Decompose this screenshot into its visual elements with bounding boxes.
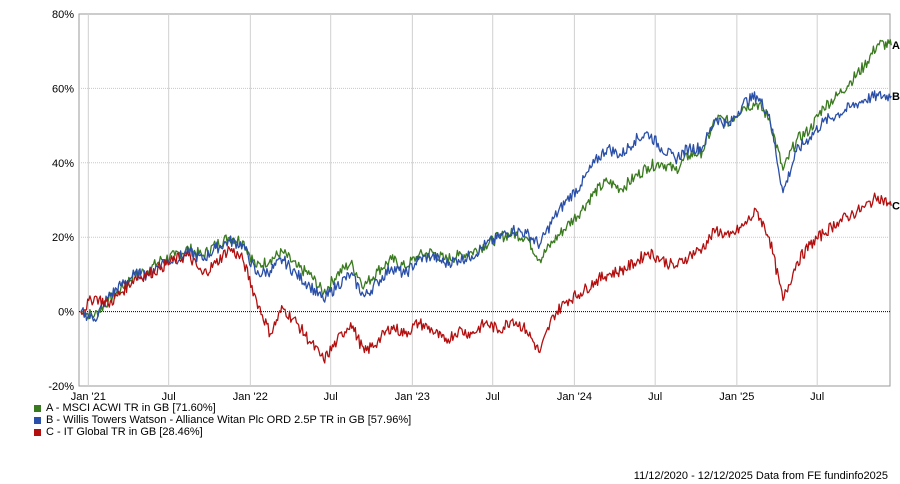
y-tick-label: 0% (58, 307, 74, 319)
x-axis-ticks: Jan '21 Jul Jan '22 Jul Jan '23 Jul Jan '24 Jul… (71, 391, 824, 400)
x-tick-label: Jan '23 (395, 391, 430, 400)
y-tick-label: 80% (52, 9, 74, 21)
legend-item-c: C - IT Global TR in GB [28.46%] (34, 426, 411, 438)
x-tick-label: Jul (648, 391, 662, 400)
y-tick-label: 40% (52, 158, 74, 170)
legend-item-a: A - MSCI ACWI TR in GB [71.60%] (34, 402, 411, 414)
x-tick-label: Jul (162, 391, 176, 400)
legend-swatch-c (34, 428, 41, 436)
x-tick-label: Jan '22 (233, 391, 268, 400)
series-lines (80, 38, 892, 364)
series-end-labels: A B C (892, 40, 900, 212)
legend-item-b: B - Willis Towers Watson - Alliance Wita… (34, 414, 411, 426)
grid (79, 14, 890, 386)
series-line-b (80, 90, 892, 322)
x-tick-label: Jul (324, 391, 338, 400)
y-tick-label: 20% (52, 232, 74, 244)
legend-label-a: A - MSCI ACWI TR in GB [71.60%] (46, 402, 216, 414)
x-tick-label: Jan '24 (557, 391, 592, 400)
legend-label-b: B - Willis Towers Watson - Alliance Wita… (46, 414, 412, 426)
footer-source-note: 11/12/2020 - 12/12/2025 Data from FE fun… (633, 470, 888, 482)
series-end-label-b: B (892, 91, 900, 103)
y-axis-ticks: 80% 60% 40% 20% 0% -20% (48, 9, 74, 393)
y-tick-label: -20% (48, 381, 74, 393)
x-tick-label: Jul (810, 391, 824, 400)
line-chart: 80%60%40%20%0%-20% Jan '21 Jul Jan '22 Jul J… (48, 9, 900, 400)
x-tick-label: Jan '25 (719, 391, 754, 400)
plot-area (78, 13, 891, 387)
legend-swatch-a (34, 404, 41, 412)
series-line-c (80, 192, 892, 364)
legend: A - MSCI ACWI TR in GB [71.60%] B - Will… (34, 402, 411, 438)
y-tick-label: 60% (52, 83, 74, 95)
x-tick-label: Jul (486, 391, 500, 400)
series-end-label-a: A (892, 40, 900, 52)
x-tick-label: Jan '21 (71, 391, 106, 400)
legend-swatch-b (34, 416, 41, 424)
legend-label-c: C - IT Global TR in GB [28.46%] (46, 426, 203, 438)
series-end-label-c: C (892, 201, 900, 213)
